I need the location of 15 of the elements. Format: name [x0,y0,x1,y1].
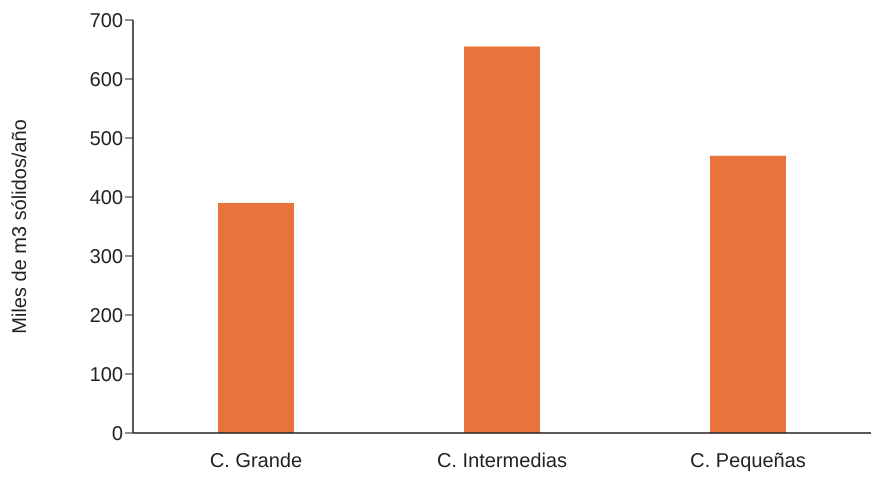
y-tick-label: 0 [112,423,123,446]
x-tick-label: C. Grande [210,450,302,472]
bar [218,202,294,433]
y-tick-label: 100 [90,364,123,386]
x-tick-label: C. Pequeñas [690,450,806,472]
y-tick-label: 500 [90,128,123,150]
y-tick-label: 400 [90,187,123,210]
bar [710,156,786,433]
bar [464,46,540,433]
y-tick-label: 600 [90,69,123,92]
y-axis-title: Miles de m3 sólidos/año [9,119,32,334]
y-tick-label: 300 [90,246,123,268]
y-tick-label: 200 [90,305,123,328]
x-tick-label: C. Intermedias [436,450,568,472]
y-tick-label: 700 [90,10,123,32]
